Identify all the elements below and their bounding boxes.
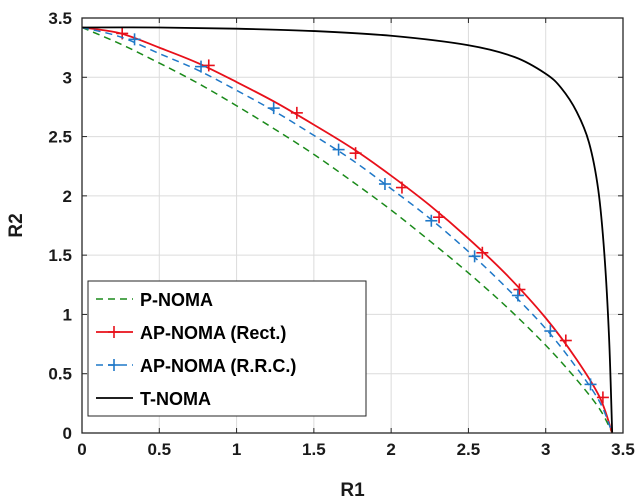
series-line-p-noma [81, 26, 613, 434]
legend: P-NOMA AP-NOMA (Rect.) AP-NOMA (R.R.C.) T-N… [87, 280, 367, 417]
y-tick-label: 0.5 [48, 365, 72, 384]
x-tick-label: 1.5 [302, 440, 326, 459]
y-tick-label: 1 [63, 305, 72, 324]
x-tick-label: 0.5 [147, 440, 171, 459]
x-tick-label: 2.5 [457, 440, 481, 459]
y-tick-label: 0 [63, 424, 72, 443]
x-tick-label: 3.5 [611, 440, 635, 459]
series-line-ap-noma-r-r-c [81, 26, 613, 434]
legend-box [87, 280, 367, 417]
y-axis-label: R2 [6, 213, 27, 237]
x-tick-label: 1 [232, 440, 241, 459]
legend-label-p-noma: P-NOMA [140, 290, 213, 310]
series-line-ap-noma-rect [81, 26, 614, 434]
plot-frame [81, 17, 624, 434]
series-ap-noma-rect [81, 26, 614, 434]
series-ap-noma-r-r-c [81, 26, 613, 434]
y-tick-label: 3.5 [48, 9, 72, 28]
legend-label-ap-noma-rect: AP-NOMA (Rect.) [140, 323, 286, 343]
x-tick-label: 0 [77, 440, 86, 459]
x-tick-label: 2 [386, 440, 395, 459]
series-line-t-noma [81, 26, 614, 434]
series-t-noma [81, 26, 614, 434]
tick-marks [81, 17, 624, 434]
x-axis-label: R1 [340, 480, 365, 497]
legend-label-t-noma: T-NOMA [140, 389, 211, 409]
series-layer [81, 26, 614, 434]
series-p-noma [81, 26, 613, 434]
y-tick-label: 2.5 [48, 128, 72, 147]
y-tick-label: 3 [63, 68, 72, 87]
y-tick-label: 2 [63, 187, 72, 206]
y-tick-label: 1.5 [48, 246, 72, 265]
x-tick-label: 3 [541, 440, 550, 459]
legend-label-ap-noma-r-r-c: AP-NOMA (R.R.C.) [140, 356, 296, 376]
tick-labels: 0 0.5 1 1.5 2 2.5 3 3.5 0 0.5 1 1.5 2 2.5 3 3.5 [48, 9, 634, 459]
